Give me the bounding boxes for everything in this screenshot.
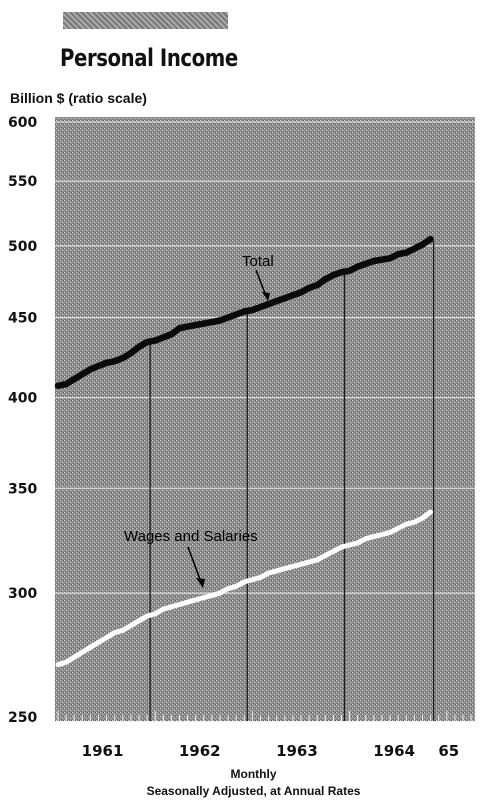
y-tick-labels: 600 550 500 450 400 350 300 250 (8, 115, 37, 726)
chart-title: Personal Income (60, 44, 238, 72)
arrowhead-wages (196, 578, 205, 588)
arrow-total (255, 269, 267, 297)
y-tick-label: 400 (8, 391, 37, 407)
arrowhead-total (262, 292, 270, 301)
month-ticks (55, 711, 475, 722)
arrow-wages (187, 546, 202, 583)
x-axis-caption-adjusted: Seasonally Adjusted, at Annual Rates (146, 784, 361, 798)
x-tick-label: 1964 (373, 742, 415, 760)
annotations: Total Wages and Salaries (124, 253, 274, 588)
x-tick-label: 1962 (179, 742, 221, 760)
series (54, 235, 434, 668)
plot-area (55, 117, 475, 722)
annotation-wages: Wages and Salaries (124, 528, 258, 545)
annotation-total: Total (242, 253, 274, 270)
gridlines (55, 121, 475, 594)
y-tick-label: 500 (8, 239, 37, 255)
year-separators (149, 241, 435, 722)
y-tick-label: 550 (8, 174, 37, 190)
x-tick-label: 65 (438, 742, 459, 760)
x-axis-caption-monthly: Monthly (230, 767, 277, 781)
x-tick-label: 1961 (82, 742, 124, 760)
series-line-total (54, 235, 434, 390)
y-tick-label: 300 (8, 586, 37, 602)
y-tick-label: 600 (8, 115, 37, 131)
y-tick-label: 250 (8, 710, 37, 726)
x-tick-labels: 1961 1962 1963 1964 65 (82, 742, 460, 760)
y-axis-label: Billion $ (ratio scale) (10, 90, 147, 106)
y-tick-label: 450 (8, 311, 37, 327)
series-line-wages (55, 509, 434, 668)
x-tick-label: 1963 (276, 742, 318, 760)
y-tick-label: 350 (8, 481, 37, 497)
header-bar (63, 12, 228, 29)
